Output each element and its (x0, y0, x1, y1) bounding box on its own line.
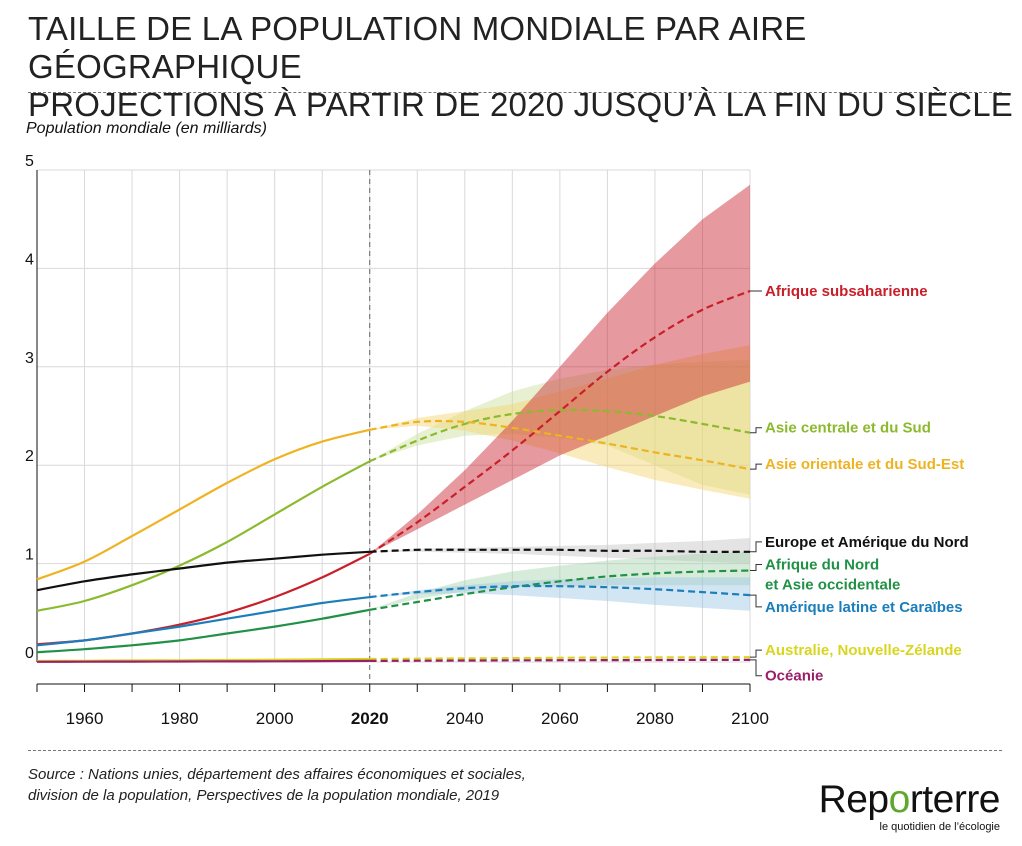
legend-connector (750, 594, 762, 608)
series-line-projection (369, 408, 751, 463)
source-note: Source : Nations unies, département des … (28, 764, 526, 806)
y-tick-label: 5 (25, 153, 34, 170)
y-axis-label: Population mondiale (en milliards) (26, 120, 268, 137)
legend-label: Asie centrale et du Sud (765, 420, 931, 437)
series-line-projection (369, 548, 751, 553)
x-tick-label: 2040 (446, 709, 484, 728)
legend-label: Europe et Amérique du Nord (765, 534, 969, 551)
series-line-historical (36, 659, 370, 663)
source-line-2: division de la population, Perspectives … (28, 787, 500, 804)
legend-connector (750, 659, 762, 677)
logo-suffix: rterre (909, 778, 1001, 821)
legend-connector (750, 541, 762, 553)
series-line-projection (369, 658, 750, 662)
x-tick-label: 1980 (161, 709, 199, 728)
series-line-projection (369, 584, 751, 599)
series-line-projection (369, 569, 751, 611)
series-line-historical (36, 428, 370, 581)
y-tick-label: 4 (25, 251, 34, 268)
legend-label: Asie orientale et du Sud-Est (765, 456, 964, 473)
source-line-1: Source : Nations unies, département des … (28, 766, 526, 783)
legend-label: Océanie (765, 668, 823, 685)
y-tick-label: 1 (25, 547, 34, 564)
y-tick-label: 3 (25, 350, 34, 367)
series-line-historical (36, 552, 371, 646)
series-line-historical (36, 550, 370, 592)
series-line-projection (369, 419, 751, 471)
legend-label: Amérique latine et Caraïbes (765, 599, 963, 616)
legend-label: Australie, Nouvelle-Zélande (765, 642, 962, 659)
top-divider (28, 92, 1002, 93)
x-tick-label: 2060 (541, 709, 579, 728)
y-tick-label: 0 (25, 645, 34, 662)
uncertainty-band (369, 184, 750, 554)
uncertainty-band (369, 345, 750, 499)
legend-connector (750, 564, 762, 571)
bottom-divider (28, 750, 1002, 751)
title-line-1: TAILLE DE LA POPULATION MONDIALE PAR AIR… (28, 10, 807, 85)
logo-prefix: Rep (818, 778, 890, 821)
legend-label: Afrique du Nord (765, 557, 879, 574)
legend-connector (750, 463, 762, 470)
legend-label: Afrique subsaharienne (765, 283, 928, 300)
x-tick-label: 2000 (256, 709, 294, 728)
population-chart: 0 1 2 3 4 5 1960 1980 2000 2020 2040 2060 2080 2100 Af… (25, 153, 969, 728)
series-line-historical (36, 608, 370, 654)
logo-tagline: le quotidien de l’écologie (879, 821, 1000, 833)
x-tick-label: 2080 (636, 709, 674, 728)
x-tick-label: 2100 (731, 709, 769, 728)
legend-label: et Asie occidentale (765, 577, 900, 594)
x-tick-label: 2020 (351, 709, 389, 728)
uncertainty-band (369, 577, 750, 611)
uncertainty-band (369, 359, 750, 495)
x-tick-label: 1960 (66, 709, 104, 728)
series-line-projection (369, 656, 751, 661)
logo-highlight: o (888, 778, 911, 821)
series-line-historical (36, 596, 370, 647)
chart-title: TAILLE DE LA POPULATION MONDIALE PAR AIR… (28, 10, 1022, 124)
reporterre-logo: Reporterre le quotidien de l’écologie (818, 778, 1001, 834)
logo-wordmark: Reporterre (818, 778, 1001, 821)
series-line-historical (36, 460, 371, 612)
legend-connector (750, 649, 762, 658)
legend-connector (750, 427, 762, 434)
y-tick-label: 2 (25, 448, 34, 465)
